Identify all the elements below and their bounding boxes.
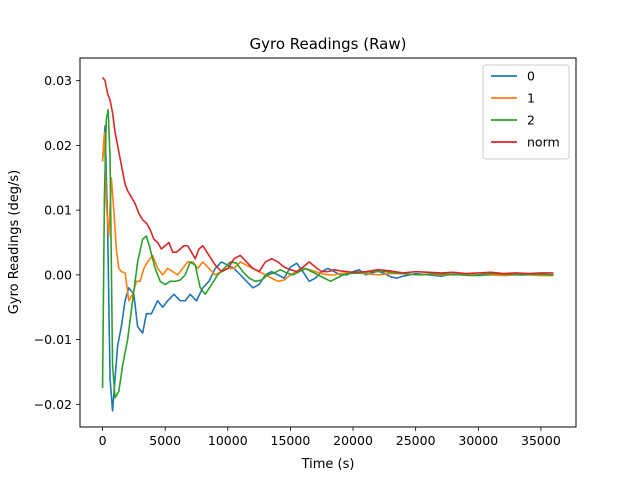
y-tick-label: 0.03: [44, 73, 72, 88]
plot-area: [79, 57, 577, 428]
x-tick-label: 20000: [333, 433, 373, 448]
y-axis-label: Gyro Readings (deg/s): [7, 170, 22, 314]
y-tick-label: 0.00: [44, 267, 72, 282]
series-layer: [101, 76, 554, 412]
legend-box: [482, 64, 570, 160]
x-tick-label: 25000: [396, 433, 436, 448]
chart-legend: 0 1 2 norm: [482, 64, 570, 160]
x-tick-label: 0: [99, 433, 107, 448]
series-line-norm: [101, 76, 554, 275]
legend-label: 2: [527, 113, 535, 128]
x-tick-label: 35000: [521, 433, 561, 448]
chart-title: Gyro Readings (Raw): [249, 35, 406, 53]
x-axis-label: Time (s): [301, 457, 355, 472]
y-tick-label: 0.01: [44, 203, 72, 218]
legend-label: 0: [527, 69, 535, 84]
x-tick-label: 10000: [208, 433, 248, 448]
plot-frame: [79, 57, 577, 428]
x-tick-label: 15000: [271, 433, 311, 448]
x-axis-ticks: 0 5000 10000 15000 20000 25000 30000 35000: [99, 427, 561, 448]
series-line-0: [101, 125, 554, 412]
y-tick-label: −0.02: [34, 397, 72, 412]
x-tick-label: 5000: [149, 433, 181, 448]
y-tick-label: −0.01: [34, 332, 72, 347]
x-tick-label: 30000: [458, 433, 498, 448]
y-axis-ticks: −0.02 −0.01 0.00 0.01 0.02 0.03: [34, 73, 80, 412]
y-tick-label: 0.02: [44, 138, 72, 153]
legend-label: norm: [527, 135, 560, 150]
series-line-2: [101, 108, 554, 399]
legend-label: 1: [527, 91, 535, 106]
